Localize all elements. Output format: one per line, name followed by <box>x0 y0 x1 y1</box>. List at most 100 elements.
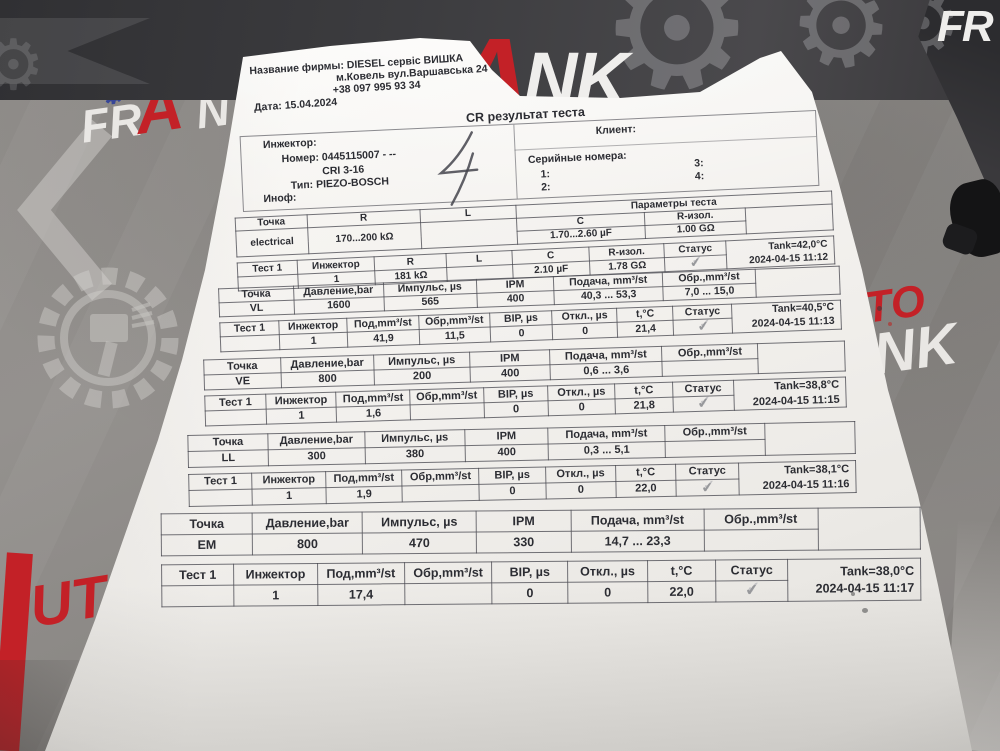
timestamp: 2024-04-15 11:15 <box>752 393 840 408</box>
col-point: Точка <box>187 433 269 452</box>
col-return_meas: Обр,mm³/st <box>404 561 492 584</box>
client-label: Клиент: <box>595 123 637 137</box>
serial-1: 1: <box>540 168 551 181</box>
paint-speck <box>888 322 892 326</box>
val-delivery: 1,9 <box>325 486 403 504</box>
col-temp: t,°C <box>614 382 673 399</box>
val-temp: 21,8 <box>615 397 674 414</box>
val-return <box>410 402 485 420</box>
injector-number: Номер: 0445115007 - -- <box>281 148 397 166</box>
val-injector_no: 1 <box>279 332 349 350</box>
val-pulse: 470 <box>362 532 477 555</box>
col-bip: BIP, µs <box>491 561 568 583</box>
injector-type: Тип: PIEZO-BOSCH <box>290 175 390 192</box>
col-deviation: Откл., µs <box>567 560 648 583</box>
val-ipm: 400 <box>476 290 555 308</box>
injector-label: Инжектор: <box>262 136 317 152</box>
val-pulse: 565 <box>383 293 478 311</box>
tank-info: Tank=40,5°C 2024-04-15 11:13 <box>731 300 842 333</box>
col-return: Обр.,mm³/st <box>703 508 818 531</box>
val-temp: 22,0 <box>615 480 677 498</box>
paint-speck <box>877 306 882 311</box>
val-point: VL <box>219 300 295 317</box>
val-pulse: 200 <box>373 367 471 385</box>
empty-cell <box>420 218 518 249</box>
empty-cell <box>755 266 841 298</box>
empty-cell <box>745 203 834 234</box>
val-ipm: 400 <box>464 443 549 462</box>
gear-icon: ⚙ <box>0 26 45 104</box>
val-delivery: 17,4 <box>317 583 405 606</box>
empty-cell <box>188 489 253 507</box>
status-cell: ✔ <box>675 478 740 497</box>
col-return_meas: Обр,mm³/st <box>402 468 480 487</box>
empty-cell <box>161 585 235 607</box>
val-pressure: 300 <box>268 447 366 466</box>
col-ipm: IPM <box>464 427 549 446</box>
val-delivery_range: 40,3 ... 53,3 <box>554 286 664 305</box>
val-injector_no: 1 <box>252 487 327 506</box>
serial-3: 3: <box>694 157 704 170</box>
val-injector_no: 1 <box>266 407 337 425</box>
tank-info: Tank=38,1°C 2024-04-15 11:16 <box>738 460 857 495</box>
info-label: Иноф: <box>263 191 297 206</box>
val-ipm: 330 <box>476 531 572 554</box>
col-status: Статус <box>675 462 740 481</box>
empty-cell <box>764 421 856 456</box>
col-status: Статус <box>715 559 788 581</box>
val-pressure: 800 <box>252 533 363 556</box>
val-bip: 0 <box>491 582 568 604</box>
val-return_range: 7,0 ... 15,0 <box>662 283 757 301</box>
val-bip: 0 <box>479 483 547 501</box>
handwritten-mark-4 <box>437 131 479 206</box>
serial-2: 2: <box>540 181 551 194</box>
empty-cell <box>205 409 267 426</box>
val-delivery_range: 14,7 ... 23,3 <box>571 530 705 553</box>
val-return <box>404 582 493 605</box>
status-check-icon: ✔ <box>744 581 760 601</box>
val-delivery_range: 0,3 ... 5,1 <box>548 441 666 460</box>
serials-label: Серийные номера: <box>527 149 627 167</box>
point-table-VE: Точка Давление,bar Импульс, µs IPM Подача, m… <box>203 340 847 426</box>
status-cell: ✔ <box>715 580 789 602</box>
col-injector: Инжектор <box>233 563 318 586</box>
empty-cell <box>817 507 921 551</box>
paint-speck <box>851 592 855 596</box>
box-divider <box>513 124 518 199</box>
serial-4: 4: <box>694 170 705 183</box>
val-deviation: 0 <box>547 398 616 416</box>
val-delivery_range: 0,6 ... 3,6 <box>550 361 663 380</box>
val-r-range: 170...200 kΩ <box>307 222 422 254</box>
point-table-LL: Точка Давление,bar Импульс, µs IPM Подача, m… <box>187 421 857 507</box>
val-return: 11,5 <box>418 326 491 345</box>
col-test: Тест 1 <box>161 564 234 586</box>
col-injector: Инжектор <box>251 471 326 490</box>
status-check-icon: ✔ <box>696 395 711 412</box>
status-check-icon: ✔ <box>696 318 710 335</box>
tank-temp: Tank=38,1°C <box>784 463 850 477</box>
col-pressure: Давление,bar <box>252 512 363 535</box>
val-point: LL <box>188 449 269 468</box>
val-bip: 0 <box>490 324 553 342</box>
empty-cell <box>757 341 846 374</box>
val-temp: 22,0 <box>647 580 716 603</box>
col-delivery_meas: Под,mm³/st <box>325 470 403 488</box>
col-delivery: Подача, mm³/st <box>570 509 704 532</box>
val-injector_no: 1 <box>233 584 318 607</box>
val-return_range <box>664 439 766 458</box>
status-cell: ✔ <box>672 395 735 413</box>
val-point: VE <box>204 372 282 391</box>
status-check-icon: ✔ <box>689 255 703 271</box>
col-bip: BIP, µs <box>478 467 546 485</box>
val-pressure: 800 <box>280 369 375 388</box>
gear-piston-watermark-icon <box>37 267 179 409</box>
injector-info-box: Инжектор: Номер: 0445115007 - -- CRI 3-1… <box>239 109 820 213</box>
point-result-grid: Тест 1 Инжектор Под,mm³/st Обр,mm³/st BIP, µ… <box>161 558 921 608</box>
col-point: Точка <box>161 513 253 535</box>
val-point: EM <box>161 534 253 556</box>
tank-info: Tank=38,8°C 2024-04-15 11:15 <box>733 376 847 411</box>
corner-wordmark-fr: FR <box>937 2 994 51</box>
status-check-icon: ✔ <box>700 478 715 496</box>
point-table-EM: Точка Давление,bar Импульс, µs IPM Подача, m… <box>161 507 922 608</box>
